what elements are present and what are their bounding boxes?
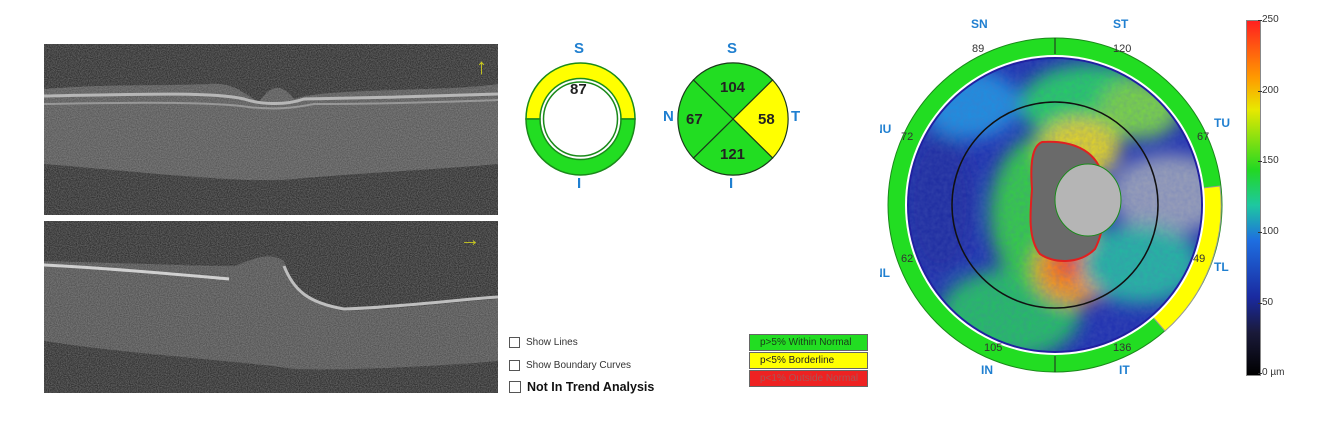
donut-superior-segment <box>525 62 636 120</box>
sector-it-value: 136 <box>1113 342 1131 354</box>
quad-superior-value: 104 <box>720 79 746 96</box>
sector-tl-value: 49 <box>1193 253 1205 265</box>
rnfl-thickness-map: 89 120 67 49 136 105 62 72 SN ST TU TL I… <box>880 17 1230 377</box>
quad-label-superior: S <box>727 40 738 57</box>
donut-label-superior: S <box>574 40 585 57</box>
legend-within-normal: p>5% Within Normal <box>749 334 868 351</box>
scan-circle <box>951 101 1159 309</box>
show-boundary-curves-label: Show Boundary Curves <box>526 360 632 371</box>
quad-inferior-value: 121 <box>720 146 745 163</box>
rnfl-donut-chart: 87 <box>525 62 636 176</box>
sector-in-value: 105 <box>984 342 1002 354</box>
sector-sn-value: 89 <box>972 43 984 55</box>
sector-nu-label: NU <box>880 122 891 136</box>
show-lines-label: Show Lines <box>526 337 578 348</box>
scale-tick-200: 200 <box>1258 85 1279 96</box>
checkbox-box[interactable] <box>509 337 520 348</box>
show-boundary-curves-checkbox[interactable]: Show Boundary Curves <box>509 360 631 371</box>
scale-tick-150: 150 <box>1258 155 1279 166</box>
thickness-color-scale <box>1246 20 1261 376</box>
not-in-trend-label: Not In Trend Analysis <box>527 380 655 394</box>
scale-tick-100: 100 <box>1258 226 1279 237</box>
sector-st-label: ST <box>1113 17 1129 31</box>
scan-direction-arrow-top: ↑ <box>476 54 487 79</box>
scan-direction-arrow-bottom: → <box>460 229 480 251</box>
sector-nl-value: 62 <box>901 253 913 265</box>
not-in-trend-checkbox[interactable]: Not In Trend Analysis <box>509 380 654 394</box>
checkbox-box[interactable] <box>509 381 521 393</box>
rnfl-quadrant-chart: 104 67 58 121 <box>677 62 789 176</box>
sector-sn-label: SN <box>971 17 988 31</box>
quad-label-inferior: I <box>729 175 734 192</box>
quad-nasal-segment <box>677 79 734 159</box>
optic-cup <box>1054 163 1122 237</box>
oct-bscan-top: ↑ <box>44 44 498 215</box>
donut-superior-value: 87 <box>570 81 587 98</box>
sector-tu-label: TU <box>1214 116 1230 130</box>
show-lines-checkbox[interactable]: Show Lines <box>509 337 578 348</box>
sector-it-label: IT <box>1119 363 1130 377</box>
oct-bscan-bottom: → <box>44 221 498 393</box>
quad-nasal-value: 67 <box>686 111 703 128</box>
quad-inferior-segment <box>692 118 774 176</box>
legend-borderline: p<5% Borderline <box>749 352 868 369</box>
sector-in-label: IN <box>981 363 993 377</box>
quad-temporal-value: 58 <box>758 111 775 128</box>
quad-label-nasal: N <box>663 108 674 125</box>
sector-tu-value: 67 <box>1197 131 1209 143</box>
scale-tick-0: 0 µm <box>1257 367 1285 378</box>
quad-temporal-segment <box>732 79 789 159</box>
donut-inferior-segment <box>525 118 636 176</box>
legend-outside-normal: p<1% Outside Normal <box>749 370 868 387</box>
sector-st-value: 120 <box>1113 43 1131 55</box>
sector-nl-label: NL <box>880 266 890 280</box>
scale-tick-250: 250 <box>1258 14 1279 25</box>
sector-nu-value: 72 <box>901 131 913 143</box>
checkbox-box[interactable] <box>509 360 520 371</box>
quad-label-temporal: T <box>791 108 801 125</box>
normative-legend: p>5% Within Normal p<5% Borderline p<1% … <box>749 334 868 388</box>
sector-tl-label: TL <box>1214 260 1229 274</box>
quad-superior-segment <box>692 62 774 120</box>
donut-label-inferior: I <box>577 175 582 192</box>
scale-tick-50: 50 <box>1257 297 1274 308</box>
